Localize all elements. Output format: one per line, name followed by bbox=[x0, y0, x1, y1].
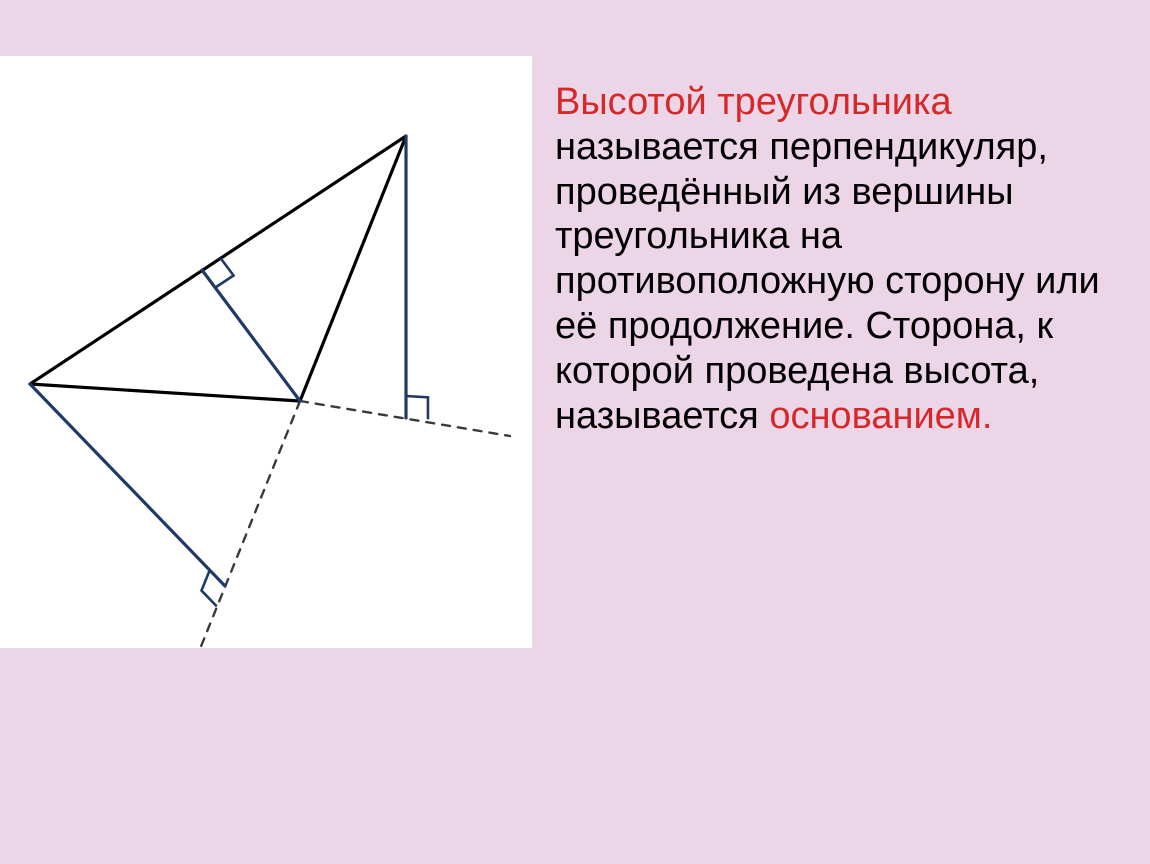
term-height: Высотой треугольника bbox=[555, 81, 952, 123]
definition-body-line1: называется bbox=[555, 126, 759, 168]
definition-body-rest: перпендикуляр, проведённый из вершины тр… bbox=[555, 126, 1100, 437]
term-base: основанием. bbox=[769, 395, 992, 437]
diagram-panel bbox=[0, 56, 532, 648]
triangle-altitudes-diagram bbox=[0, 56, 532, 648]
definition-text: Высотой треугольника называется перпенди… bbox=[555, 80, 1127, 820]
slide: Высотой треугольника называется перпенди… bbox=[0, 0, 1150, 864]
definition-paragraph: Высотой треугольника называется перпенди… bbox=[555, 80, 1127, 439]
